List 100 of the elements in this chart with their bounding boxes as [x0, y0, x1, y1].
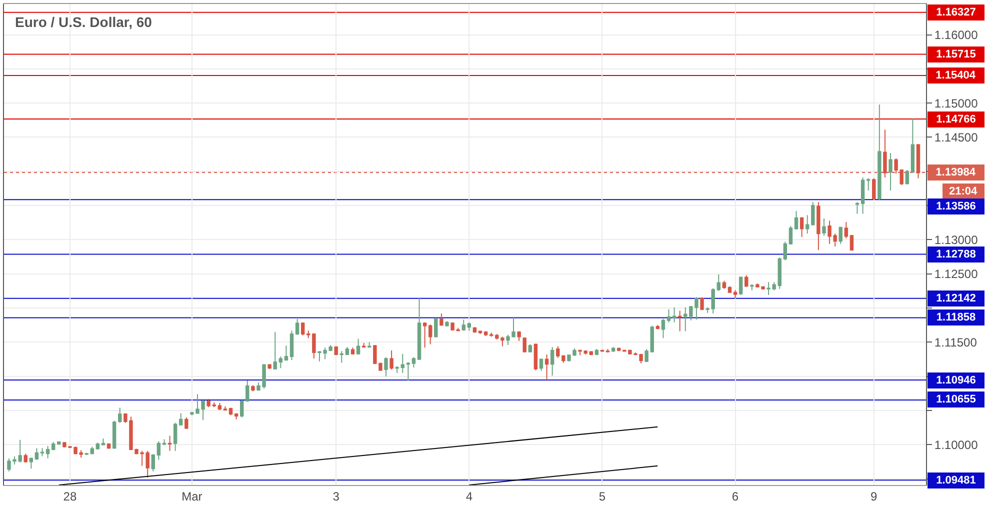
text: Euro / U.S. Dollar, 60: [15, 14, 152, 30]
candlestick: [666, 308, 671, 323]
ref-line-label: 1.15404: [936, 70, 976, 82]
ref-line-label: 1.12788: [936, 248, 976, 260]
candlestick: [550, 346, 554, 376]
y-tick-label: 1.10000: [934, 438, 978, 452]
candlestick: [417, 297, 422, 360]
candlestick: [184, 416, 188, 430]
candlestick: [212, 402, 216, 408]
candlestick: [312, 332, 316, 360]
candlestick: [368, 342, 372, 348]
candlestick: [822, 218, 826, 236]
candlestick: [728, 286, 732, 294]
x-tick-label: 28: [63, 489, 77, 504]
candlestick: [722, 280, 726, 290]
ref-line-label: 1.13984: [936, 166, 976, 178]
candlestick: [838, 226, 842, 244]
y-tick-label: 1.14500: [934, 130, 978, 144]
candlestick: [440, 313, 444, 326]
candlestick: [101, 438, 106, 446]
candlestick: [251, 384, 255, 392]
y-tick-label: 1.13000: [934, 232, 978, 247]
y-tick-label: 1.15000: [934, 96, 978, 110]
candlestick: [51, 441, 56, 451]
candlestick: [173, 422, 178, 452]
candlestick: [428, 324, 432, 345]
candlestick: [794, 210, 798, 230]
candlestick: [40, 448, 44, 457]
candlestick: [96, 442, 100, 450]
candlestick: [778, 256, 782, 290]
candlestick: [750, 284, 754, 291]
candlestick: [900, 168, 904, 186]
candlestick: [866, 178, 870, 192]
candlestick: [872, 178, 876, 200]
candlestick: [816, 202, 820, 250]
candlestick: [234, 413, 238, 420]
candlestick: [844, 221, 848, 239]
candlestick: [246, 380, 250, 402]
candlestick: [800, 216, 804, 238]
candlestick: [684, 306, 688, 332]
candlestick: [278, 356, 283, 369]
candlestick: [445, 320, 449, 327]
candlestick: [528, 344, 532, 353]
candlestick: [362, 342, 366, 348]
x-tick-label: 3: [332, 489, 340, 504]
candlestick: [517, 330, 521, 342]
candlestick: [783, 241, 788, 261]
candlestick: [162, 438, 166, 446]
candlestick: [240, 398, 244, 418]
candlestick: [562, 354, 566, 364]
candlestick: [606, 348, 610, 353]
candlestick: [672, 306, 676, 323]
text: 21:04: [948, 186, 978, 198]
candlestick: [500, 336, 504, 347]
candlestick: [594, 348, 599, 356]
ref-line-label: 1.09481: [936, 474, 976, 486]
candlestick: [206, 398, 210, 408]
candlestick: [462, 319, 466, 332]
x-tick-label: Mar: [182, 489, 202, 504]
candlestick: [350, 347, 355, 355]
candlestick: [894, 158, 898, 174]
candlestick: [151, 454, 155, 472]
candlestick: [860, 177, 865, 214]
candlestick: [24, 453, 28, 463]
ref-line-label: 1.11858: [936, 312, 976, 324]
candlestick: [90, 446, 94, 455]
candlestick: [806, 214, 810, 234]
candlestick: [168, 435, 172, 452]
x-tick-label: 4: [466, 489, 473, 504]
candlestick: [556, 346, 560, 358]
y-tick-label: 1.12500: [934, 267, 978, 282]
candlestick: [650, 325, 654, 353]
candlestick: [733, 290, 738, 299]
candlestick: [112, 420, 116, 450]
candlestick: [910, 118, 915, 174]
candlestick: [284, 345, 288, 362]
candlestick: [223, 406, 228, 412]
x-tick-label: 9: [870, 489, 878, 504]
candlestick: [179, 412, 183, 426]
candlestick: [472, 326, 477, 334]
candlestick: [340, 350, 344, 364]
candlestick: [290, 330, 294, 360]
candlestick: [905, 170, 910, 185]
ref-line-label: 1.10946: [936, 374, 976, 386]
candlestick: [644, 348, 648, 363]
candlestick: [656, 324, 660, 330]
candlestick: [306, 330, 310, 339]
candlestick: [422, 322, 427, 348]
candlestick: [356, 338, 360, 355]
ref-line-label: 1.15715: [936, 48, 976, 60]
candlestick: [412, 356, 416, 368]
candlestick: [34, 448, 39, 460]
ref-line-label: 1.10655: [936, 394, 976, 406]
candlestick: [661, 318, 666, 339]
candlestick: [406, 362, 410, 381]
x-tick-label: 5: [598, 489, 606, 504]
candlestick: [57, 440, 61, 446]
candlestick: [300, 322, 305, 336]
candlestick: [495, 334, 499, 340]
ref-line-label: 1.14766: [936, 114, 976, 126]
